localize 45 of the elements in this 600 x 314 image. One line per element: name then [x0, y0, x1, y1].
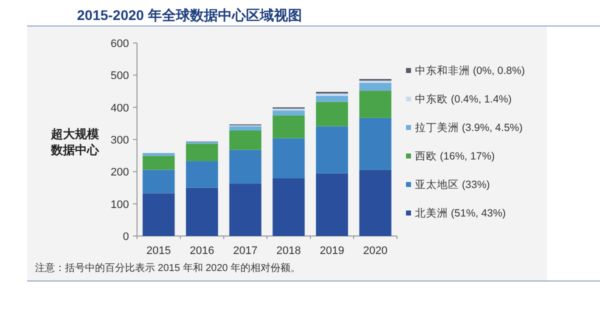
x-tick-label: 2020 — [363, 245, 388, 257]
bar — [359, 170, 392, 236]
y-tick-label: 0 — [122, 231, 129, 243]
x-tick-label: 2018 — [276, 245, 301, 257]
x-tick-label: 2017 — [233, 245, 258, 257]
bar — [229, 150, 262, 184]
bar — [316, 173, 348, 236]
legend-label: 北美洲 (51%, 43%) — [415, 206, 506, 220]
legend-label: 中东和非洲 (0%, 0.8%) — [415, 64, 525, 77]
legend-label: 拉丁美洲 (3.9%, 4.5%) — [415, 121, 523, 134]
x-tick-label: 2016 — [190, 245, 214, 257]
y-tick-label: 100 — [110, 198, 129, 211]
y-tick-label: 600 — [110, 38, 129, 50]
y-tick-label: 500 — [110, 70, 129, 82]
bar — [229, 126, 262, 130]
y-axis-title: 超大规模数据中心 — [50, 127, 100, 157]
legend-label: 亚太地区 (33%) — [415, 178, 490, 191]
bar — [272, 178, 305, 236]
bar — [142, 170, 175, 194]
x-tick-label: 2015 — [146, 245, 171, 257]
bar — [142, 153, 175, 156]
bar — [272, 115, 305, 138]
bar — [316, 96, 348, 102]
legend-label: 中东欧 (0.4%, 1.4%) — [415, 92, 512, 106]
bar — [272, 110, 305, 116]
bar — [272, 138, 305, 178]
legend-label: 西欧 (16%, 17%) — [415, 150, 495, 162]
bar — [142, 193, 175, 236]
bar — [142, 156, 175, 170]
x-tick-label: 2019 — [320, 245, 344, 257]
bar — [186, 161, 218, 188]
y-tick-label: 300 — [110, 134, 129, 146]
bar — [229, 184, 262, 236]
bar — [359, 118, 392, 170]
chart-title: 2015-2020 年全球数据中心区域视图 — [77, 7, 302, 23]
bar — [186, 188, 218, 236]
bar — [316, 102, 348, 126]
y-tick-label: 200 — [110, 166, 129, 179]
bar — [316, 126, 348, 174]
bar — [186, 144, 218, 162]
bar — [359, 82, 392, 91]
bar — [229, 130, 262, 150]
y-tick-label: 400 — [110, 102, 129, 114]
bar — [359, 90, 392, 118]
text: 注意：括号中的百分比表示 2015 年和 2020 年的相对份额。 — [35, 262, 301, 274]
